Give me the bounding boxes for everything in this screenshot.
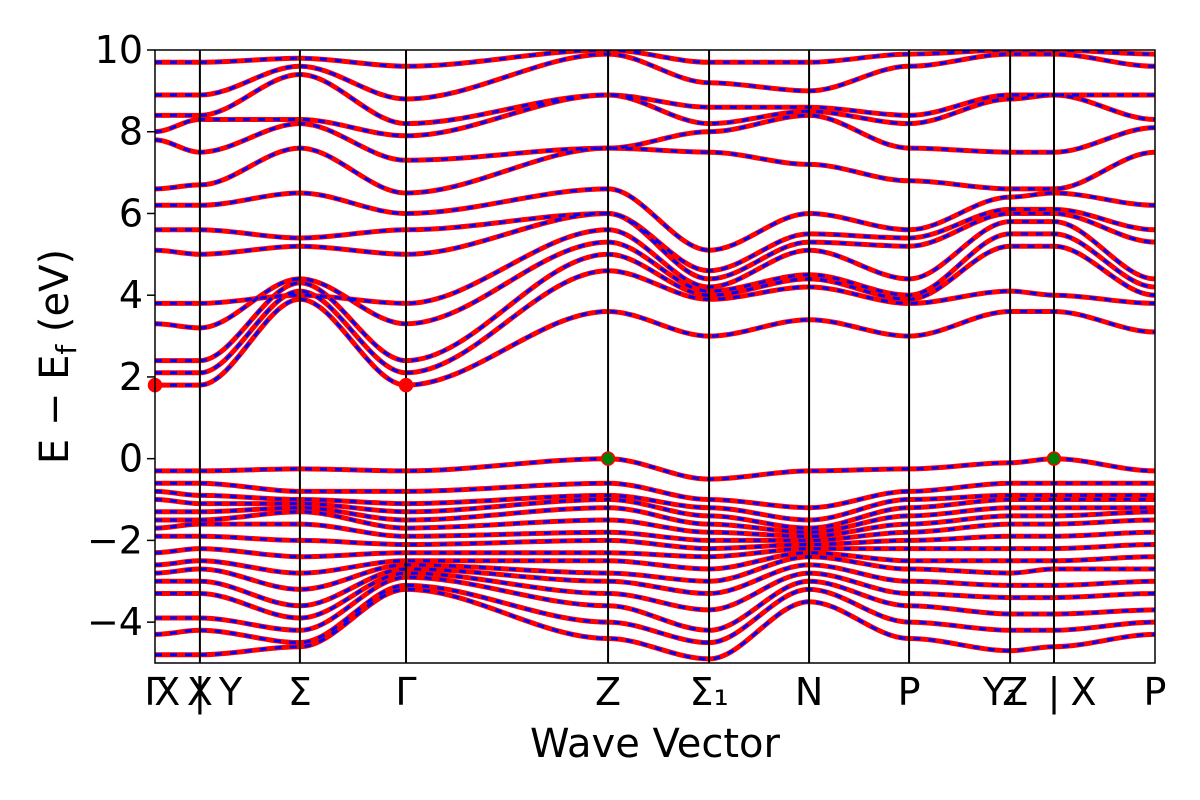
y-tick-label-3: 2 xyxy=(119,355,143,399)
x-tick-label-1: X xyxy=(154,670,180,714)
bands-layer xyxy=(155,50,1155,662)
band-line-dashed-11 xyxy=(155,506,1155,534)
x-tick-label-10: P xyxy=(898,670,921,714)
band-line-dashed-15 xyxy=(155,457,1155,481)
y-tick-label-6: 8 xyxy=(119,110,143,154)
band-line-dashed-3 xyxy=(155,571,1155,620)
x-tick-label-8: Σ₁ xyxy=(689,670,728,714)
band-line-dashed-10 xyxy=(155,510,1155,538)
x-tick-label-2: X xyxy=(187,670,213,714)
x-tick-label-5: Σ xyxy=(288,670,312,714)
band-line-dashed-4 xyxy=(155,563,1155,608)
y-axis-label: E − Ef (eV) xyxy=(32,249,83,464)
x-axis-label: Wave Vector xyxy=(530,721,781,767)
band-line-dashed-6 xyxy=(155,551,1155,575)
x-tick-label-14: X xyxy=(1071,670,1097,714)
x-tick-label-7: Z xyxy=(595,670,621,714)
plot-frame xyxy=(154,49,1156,664)
vbm-point-1 xyxy=(1046,451,1062,466)
band-line-dashed-29 xyxy=(155,50,1155,68)
y-axis-label-sub: f xyxy=(50,344,83,355)
band-line-dashed-0 xyxy=(155,587,1155,661)
x-tick-label-12: Z xyxy=(1002,670,1028,714)
y-tick-label-1: −2 xyxy=(87,518,143,562)
x-tick-label-0: Γ xyxy=(144,670,165,714)
y-tick-label-4: 4 xyxy=(119,273,143,317)
x-tick-label-13: | xyxy=(1048,670,1061,715)
band-line-dashed-19 xyxy=(155,232,1155,330)
band-line-solid-3 xyxy=(155,570,1155,621)
band-line-dashed-27 xyxy=(155,72,1155,126)
y-tick-label-7: 10 xyxy=(95,28,143,72)
band-line-solid-24 xyxy=(155,145,1155,196)
band-line-dashed-14 xyxy=(155,481,1155,510)
y-tick-label-5: 6 xyxy=(119,191,143,235)
band-line-dashed-9 xyxy=(155,518,1155,542)
x-tick-label-3: | xyxy=(193,670,206,715)
y-tick-label-2: 0 xyxy=(119,437,143,481)
band-line-dashed-23 xyxy=(155,187,1155,252)
high-symmetry-lines xyxy=(198,50,1055,663)
band-line-solid-18 xyxy=(155,243,1155,364)
band-line-dashed-8 xyxy=(155,530,1155,551)
y-tick-label-0: −4 xyxy=(87,600,143,644)
band-line-dashed-21 xyxy=(155,211,1155,281)
band-line-dashed-24 xyxy=(155,146,1155,195)
band-line-dashed-5 xyxy=(155,555,1155,591)
band-line-solid-2 xyxy=(155,574,1155,633)
y-axis-label-unit: (eV) xyxy=(32,249,78,345)
x-axis-ticks: ΓX X| Y Σ Γ Z Σ₁ N P Y₁Z | X P xyxy=(144,670,1166,715)
band-line-dashed-13 xyxy=(155,489,1155,522)
vbm-point-0 xyxy=(600,451,616,466)
extrema-points xyxy=(147,377,1062,466)
band-line-dashed-7 xyxy=(155,543,1155,559)
x-tick-label-9: N xyxy=(795,670,823,714)
band-line-solid-28 xyxy=(155,51,1155,102)
x-tick-label-11: Y₁ xyxy=(982,670,1021,714)
x-tick-label-6: Γ xyxy=(395,670,416,714)
band-line-dashed-22 xyxy=(155,207,1155,273)
band-line-solid-16 xyxy=(155,296,1155,388)
cbm-point-3 xyxy=(398,377,414,393)
x-tick-label-4: Y xyxy=(218,670,243,714)
y-axis-ticks: −4 −2 0 2 4 6 8 10 xyxy=(87,28,155,644)
band-line-dashed-25 xyxy=(155,113,1155,162)
x-tick-label-15: P xyxy=(1144,670,1167,714)
band-line-dashed-1 xyxy=(155,583,1155,645)
y-axis-label-main: E − E xyxy=(32,355,78,465)
